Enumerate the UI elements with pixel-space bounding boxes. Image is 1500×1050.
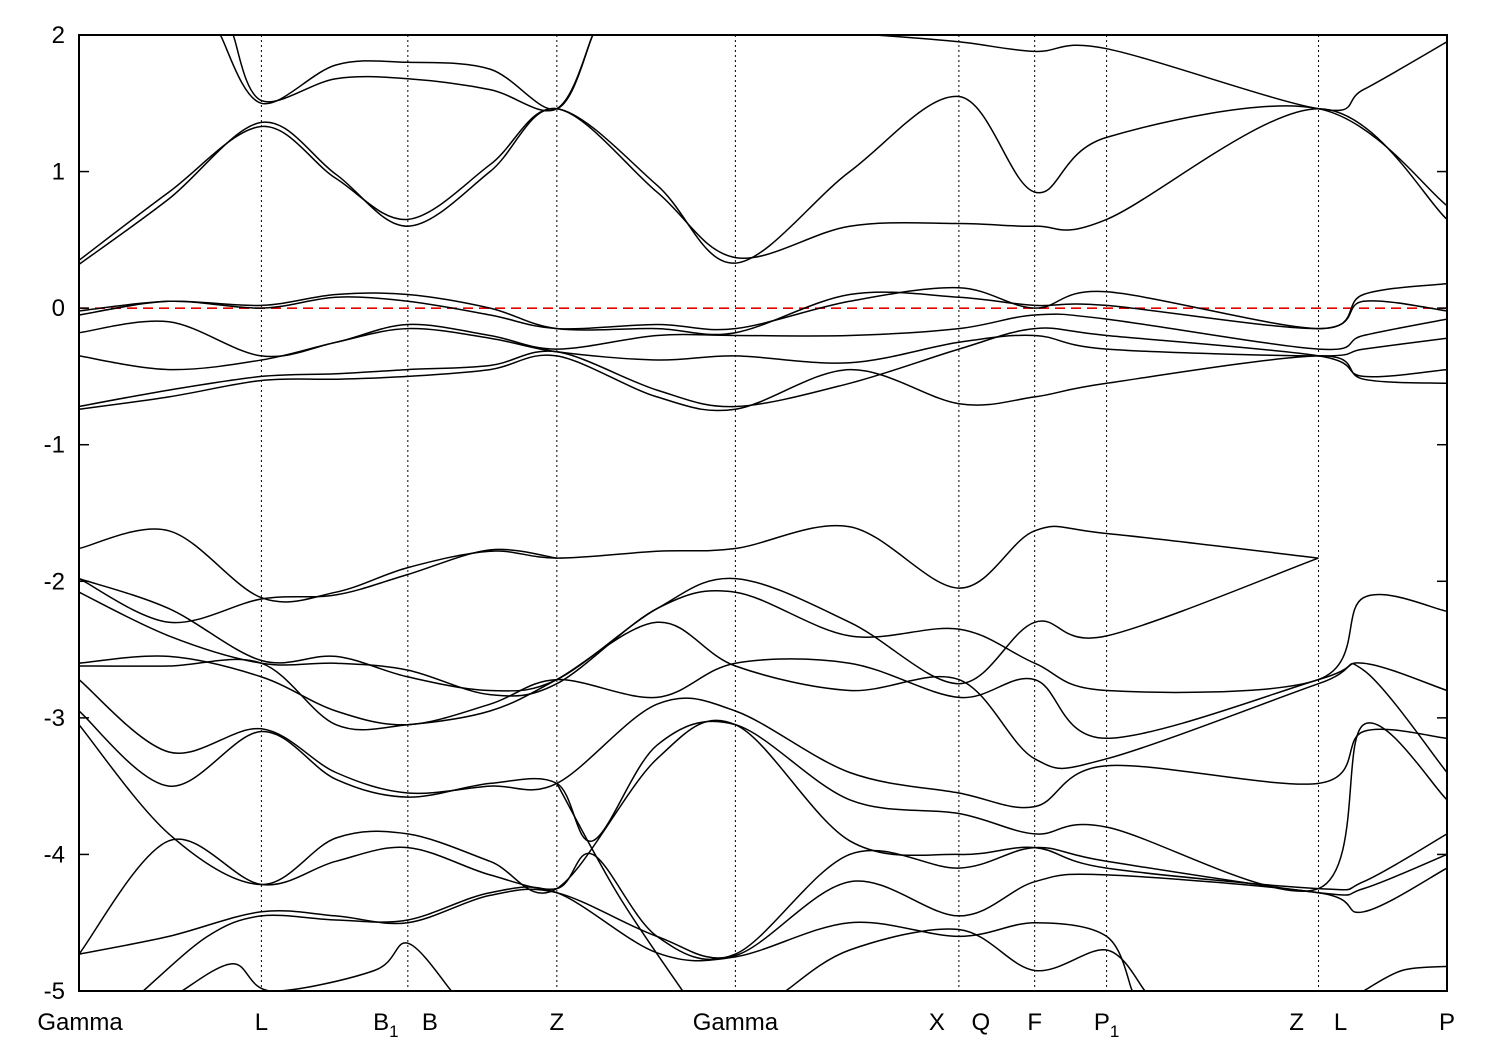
- y-tick-label: 0: [52, 295, 65, 322]
- band-line-16: [79, 621, 1447, 773]
- band-lines: [79, 35, 1447, 991]
- band-line-24: [556, 783, 684, 991]
- band-line-13: [79, 557, 1319, 692]
- band-line-22: [142, 886, 1133, 991]
- band-line-19: [79, 719, 1447, 894]
- band-line-26: [1363, 965, 1447, 991]
- y-tick-label: -3: [44, 705, 65, 732]
- x-tick-label: X: [929, 1009, 945, 1036]
- band-line-15: [79, 655, 1447, 740]
- band-line-14: [79, 589, 1447, 697]
- x-tick-label: B: [422, 1009, 438, 1036]
- x-tick-label: Q: [972, 1009, 991, 1036]
- band-line-0: [79, 95, 1447, 264]
- band-line-1: [79, 107, 1447, 266]
- y-tick-label: 2: [52, 22, 65, 49]
- band-line-5: [79, 282, 1447, 331]
- band-line-6: [79, 291, 1447, 336]
- x-tick-label: P: [1439, 1009, 1455, 1036]
- y-axis-ticks: 2 1 0 -1 -2 -3 -4 -5: [44, 22, 1447, 1005]
- x-tick-label: Z: [1289, 1009, 1304, 1036]
- y-tick-label: -2: [44, 568, 65, 595]
- x-tick-label: Gamma: [37, 1009, 123, 1036]
- band-line-10: [79, 354, 1447, 412]
- band-line-4: [875, 35, 1447, 112]
- band-line-8: [79, 327, 1447, 371]
- band-line-21: [79, 867, 1447, 959]
- band-line-7: [79, 313, 1447, 358]
- band-line-17: [79, 679, 1447, 809]
- band-line-23: [181, 942, 453, 991]
- x-tick-label: L: [255, 1009, 268, 1036]
- band-line-11: [79, 524, 1319, 603]
- x-tick-label: F: [1027, 1009, 1042, 1036]
- x-tick-label: L: [1334, 1009, 1347, 1036]
- x-tick-label: B1: [373, 1009, 398, 1041]
- plot-frame: [78, 34, 1448, 992]
- band-line-2: [232, 35, 594, 112]
- band-line-3: [219, 35, 594, 110]
- x-axis-ticks: Gamma L B1 B Z Gamma X Q F P1 Z L P: [37, 1009, 1455, 1041]
- band-line-25: [785, 928, 1146, 991]
- band-line-12: [79, 548, 557, 624]
- band-line-18: [79, 710, 1447, 892]
- band-line-20: [79, 838, 1447, 961]
- band-line-9: [79, 327, 1447, 408]
- y-tick-label: 1: [52, 159, 65, 186]
- y-tick-label: -4: [44, 841, 65, 868]
- x-tick-label: Gamma: [693, 1009, 779, 1036]
- high-symmetry-gridlines: [260, 35, 1320, 991]
- x-tick-label: P1: [1094, 1009, 1119, 1041]
- y-tick-label: -5: [44, 978, 65, 1005]
- x-tick-label: Z: [550, 1009, 565, 1036]
- y-tick-label: -1: [44, 432, 65, 459]
